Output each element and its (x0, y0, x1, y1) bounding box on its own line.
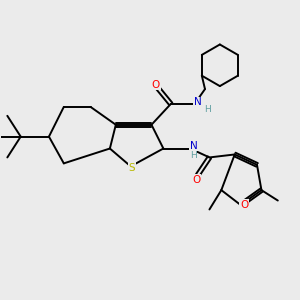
Text: O: O (240, 200, 248, 210)
Text: S: S (129, 163, 136, 173)
Text: N: N (194, 98, 202, 107)
Text: O: O (152, 80, 160, 90)
Text: N: N (190, 140, 198, 151)
Text: H: H (190, 152, 196, 160)
Text: H: H (205, 105, 211, 114)
Text: O: O (192, 175, 200, 185)
